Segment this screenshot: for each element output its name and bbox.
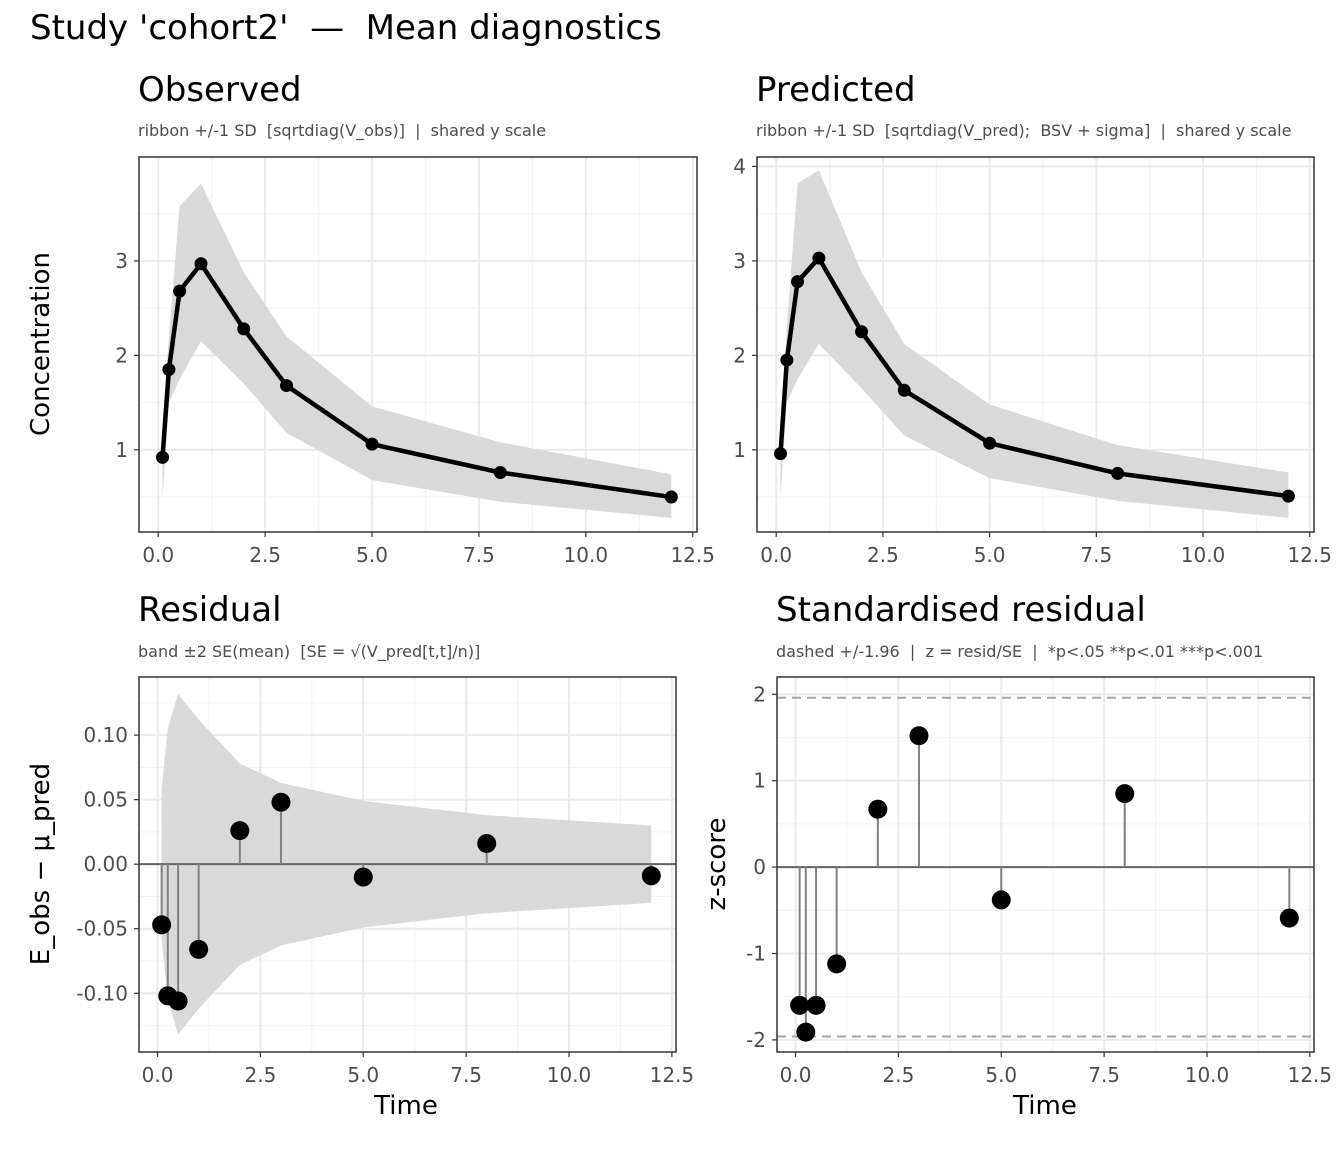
data-point bbox=[641, 866, 661, 886]
x-tick-label: 10.0 bbox=[564, 543, 609, 567]
x-axis-label-residual: Time bbox=[374, 1091, 438, 1121]
data-point bbox=[194, 257, 208, 271]
x-tick-label: 2.5 bbox=[244, 1063, 276, 1087]
panel-subtitle-observed: ribbon +/-1 SD [sqrtdiag(V_obs)] | share… bbox=[138, 121, 547, 140]
x-tick-label: 2.5 bbox=[867, 543, 899, 567]
panel-predicted: 0.0 2.5 5.0 7.5 10.0 12.5 1 2 3 4 bbox=[733, 154, 1332, 567]
data-point bbox=[827, 954, 847, 974]
data-point bbox=[280, 379, 294, 393]
data-point bbox=[780, 353, 794, 367]
y-tick-label: -1 bbox=[746, 941, 766, 965]
x-tick-label: 12.5 bbox=[650, 1063, 695, 1087]
x-axis-label-standardised: Time bbox=[1013, 1091, 1077, 1121]
x-tick-label: 5.0 bbox=[356, 543, 388, 567]
y-tick-label: 1 bbox=[733, 438, 746, 462]
data-point bbox=[806, 995, 826, 1015]
data-point bbox=[897, 383, 911, 397]
data-point bbox=[365, 437, 379, 451]
y-tick-label: 4 bbox=[733, 154, 746, 178]
data-point bbox=[237, 322, 251, 336]
x-tick-label: 10.0 bbox=[1181, 543, 1226, 567]
y-tick-label: -0.05 bbox=[76, 917, 128, 941]
x-tick-label: 0.0 bbox=[760, 543, 792, 567]
y-tick-label: 2 bbox=[753, 682, 766, 706]
data-point bbox=[791, 275, 805, 289]
data-point bbox=[1279, 908, 1299, 928]
x-tick-label: 10.0 bbox=[1185, 1063, 1230, 1087]
panel-title-residual: Residual bbox=[138, 590, 282, 630]
y-tick-label: 1 bbox=[753, 769, 766, 793]
data-point bbox=[1111, 466, 1125, 480]
y-tick-label: 2 bbox=[115, 343, 128, 367]
data-point bbox=[477, 834, 497, 854]
panel-border bbox=[756, 156, 1315, 533]
panel-standardised: 0.0 2.5 5.0 7.5 10.0 12.5 2 1 0 -1 -2 bbox=[746, 676, 1333, 1087]
x-tick-label: 10.0 bbox=[547, 1063, 592, 1087]
data-point bbox=[812, 251, 826, 265]
data-point bbox=[983, 436, 997, 450]
panel-residual: 0.0 2.5 5.0 7.5 10.0 12.5 0.10 0.05 0.00 -0.05 -0.… bbox=[76, 676, 695, 1087]
x-tick-label: 0.0 bbox=[780, 1063, 812, 1087]
x-tick-label: 5.0 bbox=[974, 543, 1006, 567]
data-point bbox=[271, 792, 291, 812]
y-tick-label: 1 bbox=[115, 438, 128, 462]
data-point bbox=[868, 799, 888, 819]
panel-title-standardised: Standardised residual bbox=[776, 590, 1146, 630]
x-tick-label: 7.5 bbox=[450, 1063, 482, 1087]
x-tick-label: 7.5 bbox=[1080, 543, 1112, 567]
x-tick-label: 7.5 bbox=[463, 543, 495, 567]
x-tick-label: 12.5 bbox=[670, 543, 715, 567]
y-tick-label: 2 bbox=[733, 343, 746, 367]
y-tick-label: 3 bbox=[733, 249, 746, 273]
panel-title-observed: Observed bbox=[138, 70, 302, 110]
data-point bbox=[796, 1022, 816, 1042]
data-point bbox=[855, 325, 869, 339]
data-point bbox=[173, 284, 187, 298]
panel-border bbox=[138, 156, 698, 533]
data-point bbox=[991, 890, 1011, 910]
x-tick-label: 5.0 bbox=[985, 1063, 1017, 1087]
x-tick-label: 5.0 bbox=[347, 1063, 379, 1087]
data-point bbox=[1115, 784, 1135, 804]
x-tick-label: 0.0 bbox=[142, 543, 174, 567]
data-point bbox=[773, 447, 787, 461]
y-tick-label: 0.00 bbox=[83, 852, 128, 876]
panel-subtitle-predicted: ribbon +/-1 SD [sqrtdiag(V_pred); BSV + … bbox=[756, 121, 1292, 140]
panel-observed: 0.0 2.5 5.0 7.5 10.0 12.5 1 2 3 bbox=[115, 156, 715, 567]
data-point bbox=[189, 939, 209, 959]
x-tick-label: 7.5 bbox=[1088, 1063, 1120, 1087]
data-point bbox=[909, 726, 929, 746]
data-point bbox=[493, 465, 507, 479]
y-tick-label: -2 bbox=[746, 1028, 766, 1052]
panel-subtitle-residual: band ±2 SE(mean) [SE = √(V_pred[t,t]/n)] bbox=[138, 642, 481, 661]
x-tick-label: 2.5 bbox=[249, 543, 281, 567]
x-tick-label: 0.0 bbox=[142, 1063, 174, 1087]
x-tick-label: 2.5 bbox=[882, 1063, 914, 1087]
page-title: Study 'cohort2' — Mean diagnostics bbox=[30, 8, 662, 48]
panel-title-predicted: Predicted bbox=[756, 70, 916, 110]
data-point bbox=[1281, 489, 1295, 503]
y-tick-label: 0.05 bbox=[83, 788, 128, 812]
y-tick-label: 0 bbox=[753, 855, 766, 879]
panel-border bbox=[138, 676, 677, 1053]
y-tick-label: -0.10 bbox=[76, 981, 128, 1005]
x-tick-label: 12.5 bbox=[1287, 543, 1332, 567]
data-point bbox=[168, 991, 188, 1011]
panel-subtitle-standardised: dashed +/-1.96 | z = resid/SE | *p<.05 *… bbox=[776, 642, 1264, 661]
y-tick-label: 0.10 bbox=[83, 723, 128, 747]
y-tick-label: 3 bbox=[115, 249, 128, 273]
data-point bbox=[230, 821, 250, 841]
data-point bbox=[156, 450, 170, 464]
sd-ribbon bbox=[162, 183, 672, 518]
data-point bbox=[353, 867, 373, 887]
data-point bbox=[152, 915, 172, 935]
x-tick-label: 12.5 bbox=[1288, 1063, 1333, 1087]
sd-ribbon bbox=[780, 170, 1289, 518]
panel-border bbox=[776, 676, 1315, 1053]
data-point bbox=[790, 995, 810, 1015]
data-point bbox=[664, 490, 678, 504]
data-point bbox=[162, 363, 176, 377]
